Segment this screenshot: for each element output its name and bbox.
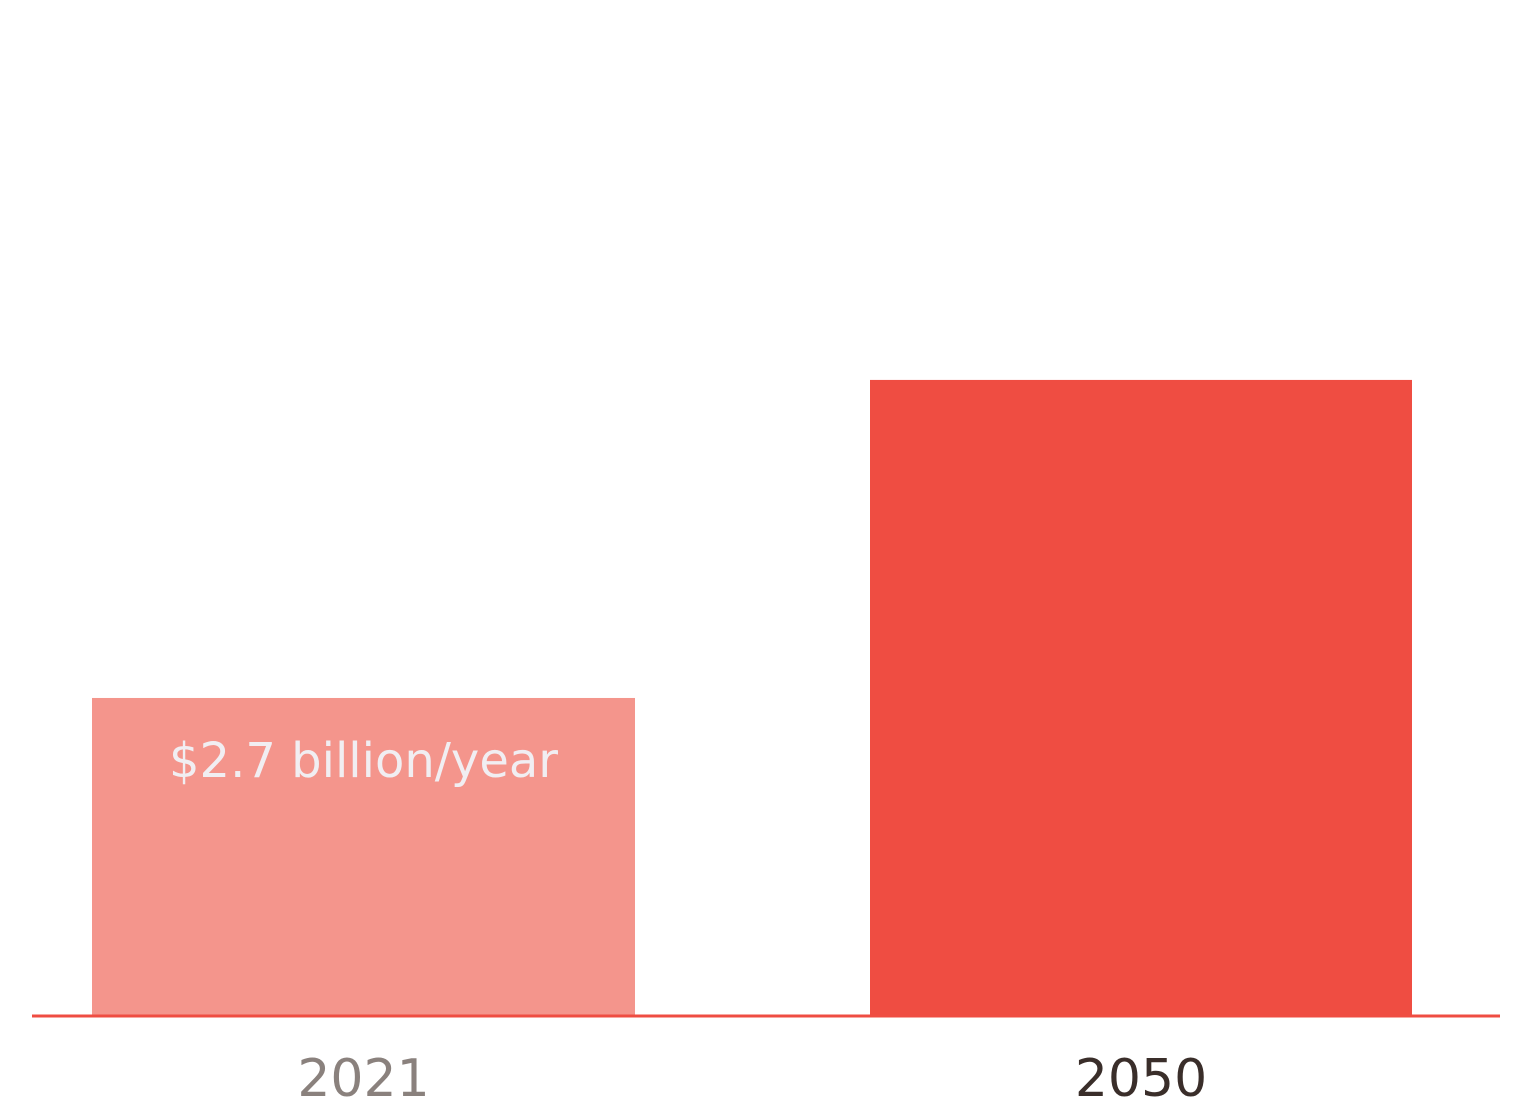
x-tick-label: 2021 [297, 1049, 429, 1109]
x-tick-label: 2050 [1075, 1049, 1207, 1109]
bar [92, 697, 635, 1016]
bar [870, 379, 1412, 1016]
value-label: $2.7 billion/year [169, 733, 558, 789]
